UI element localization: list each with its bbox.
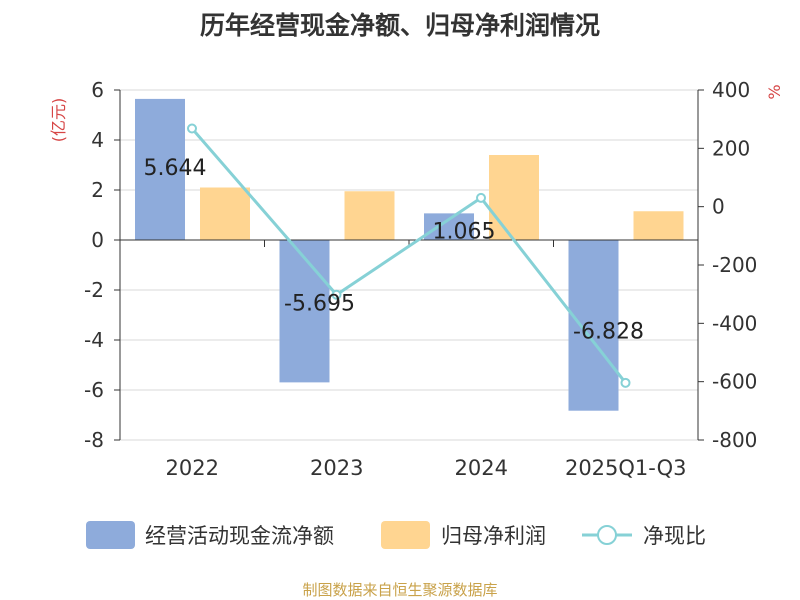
y-right-tick-label: -200 — [712, 253, 757, 277]
y-left-tick-label: -2 — [84, 278, 104, 302]
bar-cash-flow — [568, 240, 619, 411]
bar-net-profit — [200, 187, 250, 240]
bar-cash-flow — [279, 240, 330, 383]
x-tick-label: 2025Q1-Q3 — [565, 456, 687, 480]
y-left-axis-label: (亿元) — [49, 98, 68, 143]
x-tick-label: 2023 — [310, 456, 363, 480]
y-left-tick-label: 0 — [91, 228, 104, 252]
y-left-tick-label: 6 — [91, 78, 104, 102]
line-point — [187, 123, 197, 134]
bar-data-label: -5.695 — [284, 291, 355, 316]
legend-marker-cash-ratio — [597, 525, 617, 545]
bar-cash-flow — [135, 98, 185, 241]
y-left-tick-label: -6 — [84, 378, 104, 402]
legend-label-net-profit: 归母净利润 — [441, 524, 546, 548]
y-right-tick-label: 200 — [712, 136, 750, 160]
y-left-tick-label: -4 — [84, 328, 104, 352]
bar-net-profit — [489, 155, 539, 240]
y-right-tick-label: 0 — [712, 195, 725, 219]
y-left-tick-label: 2 — [91, 178, 104, 202]
y-right-tick-label: -600 — [712, 370, 757, 394]
chart-title: 历年经营现金净额、归母净利润情况 — [199, 11, 600, 40]
y-left-tick-label: -8 — [84, 428, 104, 452]
source-note: 制图数据来自恒生聚源数据库 — [302, 581, 498, 599]
bar-data-label: -6.828 — [573, 320, 644, 345]
x-tick-label: 2022 — [166, 456, 219, 480]
y-right-tick-label: 400 — [712, 78, 750, 102]
legend-label-cash-ratio: 净现比 — [643, 524, 706, 548]
legend-swatch-net-profit — [381, 521, 430, 549]
y-right-axis-label: % — [765, 84, 784, 99]
line-cash-ratio — [190, 127, 627, 384]
line-point — [476, 192, 486, 203]
y-left-tick-label: 4 — [91, 128, 104, 152]
legend-swatch-cash-flow — [86, 521, 135, 549]
y-right-tick-label: -400 — [712, 311, 757, 335]
bar-net-profit — [344, 191, 395, 240]
y-right-tick-label: -800 — [712, 428, 757, 452]
line-point — [331, 289, 342, 300]
x-tick-label: 2024 — [455, 456, 508, 480]
bar-data-label: 1.065 — [433, 219, 496, 244]
bar-net-profit — [633, 211, 684, 240]
bar-data-label: 5.644 — [144, 156, 207, 181]
line-point — [620, 377, 631, 388]
legend-label-cash-flow: 经营活动现金流净额 — [145, 524, 334, 548]
